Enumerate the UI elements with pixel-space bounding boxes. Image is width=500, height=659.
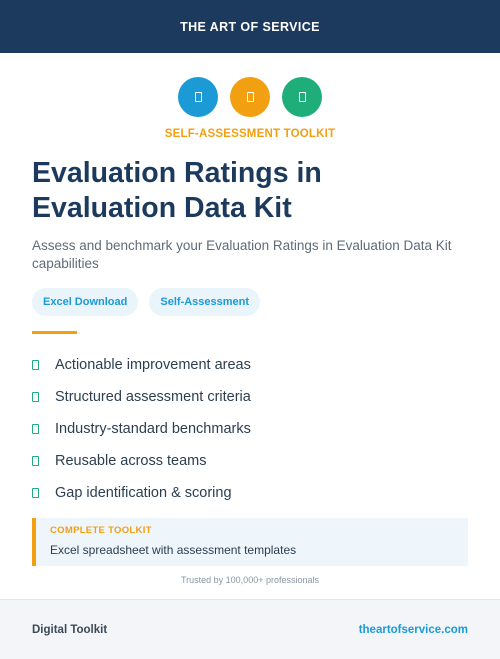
document-icon — [194, 92, 202, 102]
check-icon — [32, 456, 39, 466]
footer-label: Digital Toolkit — [32, 623, 108, 636]
top-banner: THE ART OF SERVICE — [0, 0, 500, 53]
footer: Digital Toolkit theartofservice.com — [0, 599, 500, 659]
callout-label: COMPLETE TOOLKIT — [50, 525, 152, 536]
toolkit-eyebrow: SELF-ASSESSMENT TOOLKIT — [164, 128, 336, 140]
document-icon-blue — [178, 77, 218, 117]
page-subtitle: Assess and benchmark your Evaluation Rat… — [32, 238, 452, 271]
feature-text: Actionable improvement areas — [55, 357, 251, 373]
callout-text: Excel spreadsheet with assessment templa… — [50, 543, 297, 557]
brand-name: THE ART OF SERVICE — [180, 19, 320, 34]
feature-item: Reusable across teams — [32, 445, 251, 477]
tag-list: Excel Download Self-Assessment — [32, 288, 261, 316]
feature-text: Gap identification & scoring — [55, 485, 232, 501]
toolkit-callout: COMPLETE TOOLKIT Excel spreadsheet with … — [32, 518, 468, 566]
feature-item: Industry-standard benchmarks — [32, 413, 251, 445]
tag-self-assessment: Self-Assessment — [149, 288, 261, 316]
feature-text: Structured assessment criteria — [55, 389, 251, 405]
feature-item: Actionable improvement areas — [32, 349, 251, 381]
check-icon — [32, 360, 39, 370]
document-icon-orange — [230, 77, 270, 117]
check-icon — [32, 488, 39, 498]
tag-excel-download: Excel Download — [32, 288, 139, 316]
icon-row — [0, 77, 500, 117]
check-icon — [32, 424, 39, 434]
accent-divider — [32, 331, 77, 334]
check-icon — [32, 392, 39, 402]
trusted-note: Trusted by 100,000+ professionals — [180, 575, 319, 585]
footer-website-link[interactable]: theartofservice.com — [358, 623, 468, 636]
document-icon — [246, 92, 254, 102]
feature-list: Actionable improvement areas Structured … — [32, 349, 251, 509]
feature-item: Gap identification & scoring — [32, 477, 251, 509]
feature-text: Reusable across teams — [55, 453, 207, 469]
document-icon — [298, 92, 306, 102]
feature-item: Structured assessment criteria — [32, 381, 251, 413]
page-title: Evaluation Ratings in Evaluation Data Ki… — [32, 157, 322, 224]
feature-text: Industry-standard benchmarks — [55, 421, 251, 437]
document-icon-green — [282, 77, 322, 117]
